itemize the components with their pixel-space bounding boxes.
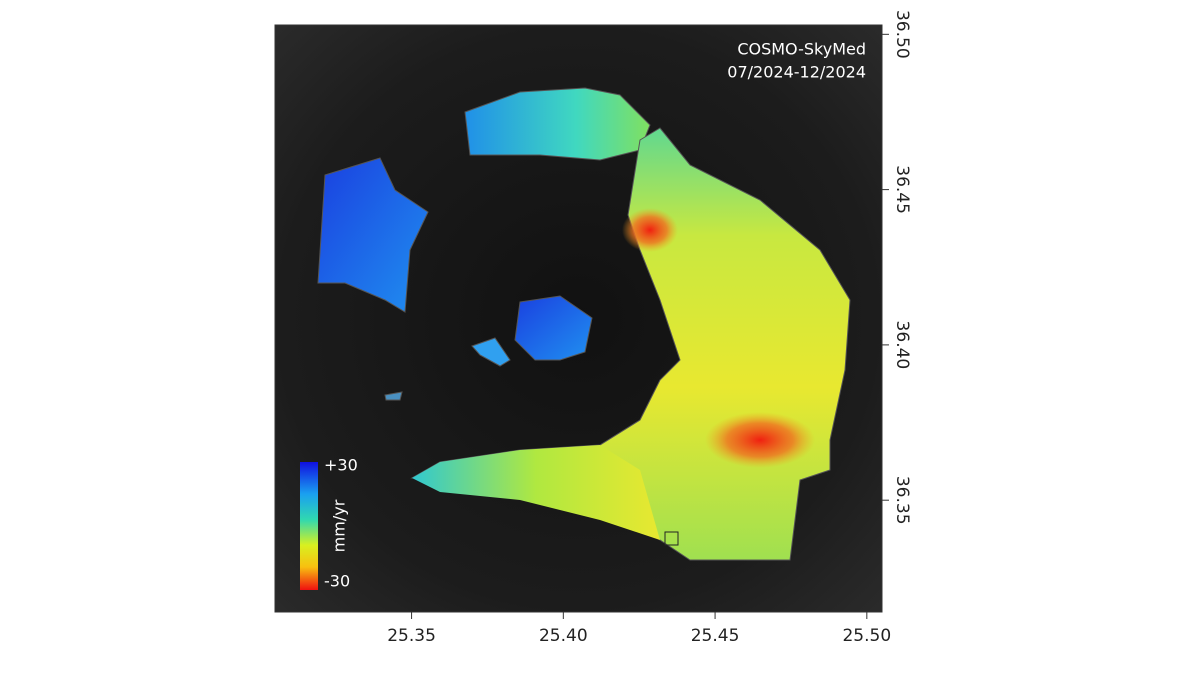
y-tick-label: 36.50 — [892, 10, 912, 59]
nea-kameni — [514, 295, 593, 361]
y-tick-label: 36.40 — [892, 321, 912, 370]
subsidence-north — [622, 208, 678, 252]
y-tick-label: 36.45 — [892, 165, 912, 214]
aspronisi — [384, 391, 403, 401]
annotation: COSMO-SkyMed — [737, 40, 866, 59]
colorbar — [300, 462, 318, 590]
annotation: 07/2024-12/2024 — [727, 63, 866, 82]
colorbar-tick-label: +30 — [324, 456, 358, 475]
subsidence-south — [705, 412, 815, 468]
colorbar-tick-label: -30 — [324, 572, 350, 591]
plot-frame — [274, 24, 883, 613]
marker — [664, 531, 679, 546]
y-tick-label: 36.35 — [892, 476, 912, 525]
x-tick-label: 25.45 — [691, 626, 740, 646]
palea-kameni — [471, 337, 511, 367]
colorbar-label: mm/yr — [330, 499, 349, 552]
south-thera — [412, 445, 660, 540]
therasia — [317, 157, 429, 313]
x-tick-label: 25.40 — [539, 626, 588, 646]
x-tick-label: 25.35 — [387, 626, 436, 646]
x-tick-label: 25.50 — [842, 626, 891, 646]
